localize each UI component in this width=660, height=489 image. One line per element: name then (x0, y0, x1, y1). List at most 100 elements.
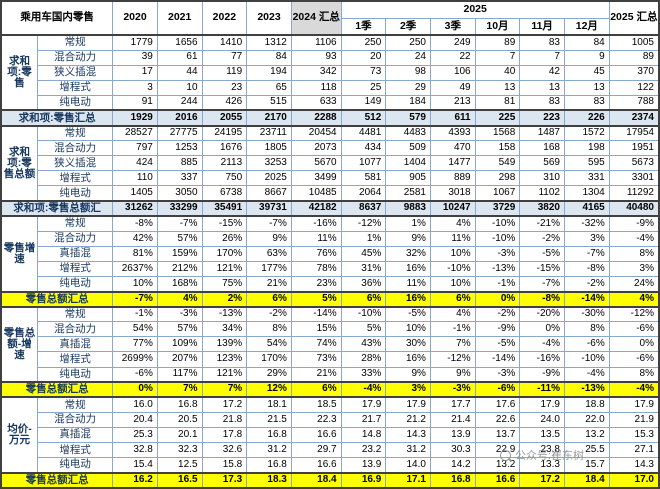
cell: 121% (201, 366, 248, 383)
row-label: 常规 (37, 125, 114, 142)
cell: 20 (340, 49, 387, 66)
year-header: 2023 (246, 0, 292, 36)
cell: 17.8 (201, 426, 248, 444)
cell: 885 (156, 155, 203, 172)
group-label: 求和项:零售 (0, 34, 39, 111)
cell: -8% (112, 215, 158, 232)
table-title: 乘用车国内零售 (0, 0, 114, 36)
table-row: 求和项:零售总额 常规 28527 27775 24195 23711 20454 4481 4… (0, 125, 660, 202)
year-header: 2022 (201, 0, 248, 36)
summary-cell: 40480 (608, 200, 660, 218)
cell: 8% (608, 245, 660, 262)
cell: 83 (563, 94, 610, 111)
row-label: 纯电动 (37, 185, 114, 202)
cell: 1067 (474, 185, 521, 202)
cell: -32% (563, 215, 610, 232)
cell: 310 (519, 170, 565, 187)
cell: -10% (474, 215, 521, 232)
cell: 1005 (608, 34, 660, 51)
summary-cell: 35491 (201, 200, 248, 218)
cell: 73 (340, 64, 387, 81)
table-row: 混合动力 54% 57% 34% 8% 15% 5% 10% -1% -9% 0% 8% -6% (1, 321, 660, 338)
cell: -15% (201, 215, 248, 232)
table-row: 混合动力 39 61 77 84 93 20 24 22 7 7 9 89 (1, 49, 660, 66)
col-2025-group-header: 2025 (340, 0, 610, 19)
summary-cell: 5% (290, 290, 342, 308)
cell: 57% (156, 321, 203, 338)
summary-cell: -4% (340, 381, 387, 399)
cell: 434 (340, 140, 387, 157)
cell: 23% (290, 275, 342, 293)
table-row: 求和项:零售 常规 1779 1656 1410 1312 1106 250 250 249 89 8… (0, 34, 660, 111)
cell: 45 (563, 64, 610, 81)
cell: 23711 (246, 125, 292, 142)
cell: 14.3 (385, 426, 431, 444)
cell: -1% (429, 321, 476, 338)
cell: 7 (519, 49, 565, 66)
cell: 1779 (112, 34, 158, 51)
cell: 905 (385, 170, 431, 187)
cell: 16.6 (290, 426, 342, 444)
table-row: 纯电动 1405 3050 6738 8667 10485 2064 2581 3018 1067… (1, 185, 660, 202)
summary-cell: 4165 (563, 200, 610, 218)
cell: 10485 (290, 185, 342, 202)
cell: 15.4 (112, 457, 158, 474)
summary-cell: 3% (385, 381, 431, 399)
cell: 65 (246, 79, 292, 96)
cell: -9% (519, 366, 565, 383)
row-label: 常规 (37, 215, 114, 232)
summary-cell: 8637 (340, 200, 387, 218)
cell: 98 (385, 64, 431, 81)
cell: 10% (429, 275, 476, 293)
cell: -3% (474, 366, 521, 383)
row-label: 狭义插混 (37, 155, 114, 172)
cell: 1312 (246, 34, 292, 51)
cell: 1487 (519, 125, 565, 142)
cell: 57% (156, 230, 203, 247)
year-header: 2020 (112, 0, 158, 36)
cell: 1% (385, 215, 431, 232)
cell: -7% (563, 245, 610, 262)
header-row-1: 乘用车国内零售 2020 2021 2022 2023 2024 汇总 2025 2025 汇… (0, 0, 660, 36)
row-label: 常规 (37, 396, 114, 413)
cell: 13.5 (519, 426, 565, 444)
cell: 298 (474, 170, 521, 187)
summary-cell: -13% (563, 381, 610, 399)
cell: 549 (474, 155, 521, 172)
group-label: 求和项:零售总额 (0, 125, 39, 202)
cell: 581 (340, 170, 387, 187)
summary-cell: 0% (112, 381, 158, 399)
cell: 4481 (340, 125, 387, 142)
table-row: 增程式 2699% 207% 123% 170% 73% 28% 16% -12% -14% -16… (1, 351, 660, 368)
cell: 24.0 (519, 411, 565, 428)
cell: 32.3 (156, 442, 203, 459)
cell: 21% (246, 275, 292, 293)
cell: 1572 (563, 125, 610, 142)
summary-cell: -11% (519, 381, 565, 399)
summary-cell: 579 (385, 109, 431, 127)
row-label: 纯电动 (37, 275, 114, 293)
cell: 21.7 (340, 411, 387, 428)
cell: 17 (112, 64, 158, 81)
summary-cell: -4% (608, 381, 660, 399)
cell: 4393 (429, 125, 476, 142)
cell: 13.7 (474, 426, 521, 444)
summary-cell: 1929 (112, 109, 158, 127)
cell: 17.9 (340, 396, 387, 413)
row-label: 纯电动 (37, 366, 114, 383)
cell: 32% (385, 245, 431, 262)
summary-label: 零售总额汇总 (0, 381, 114, 399)
summary-cell: -3% (429, 381, 476, 399)
row-label: 常规 (37, 306, 114, 323)
cell: 21% (290, 366, 342, 383)
cell: 3253 (246, 155, 292, 172)
cell: 9 (563, 49, 610, 66)
year-header: 2021 (156, 0, 203, 36)
summary-cell: 2% (201, 290, 248, 308)
cell: 331 (563, 170, 610, 187)
cell: 110 (112, 170, 158, 187)
cell: 18.1 (246, 396, 292, 413)
cell: 76% (290, 245, 342, 262)
summary-cell: 7% (156, 381, 203, 399)
summary-cell: 16.2 (112, 471, 158, 489)
